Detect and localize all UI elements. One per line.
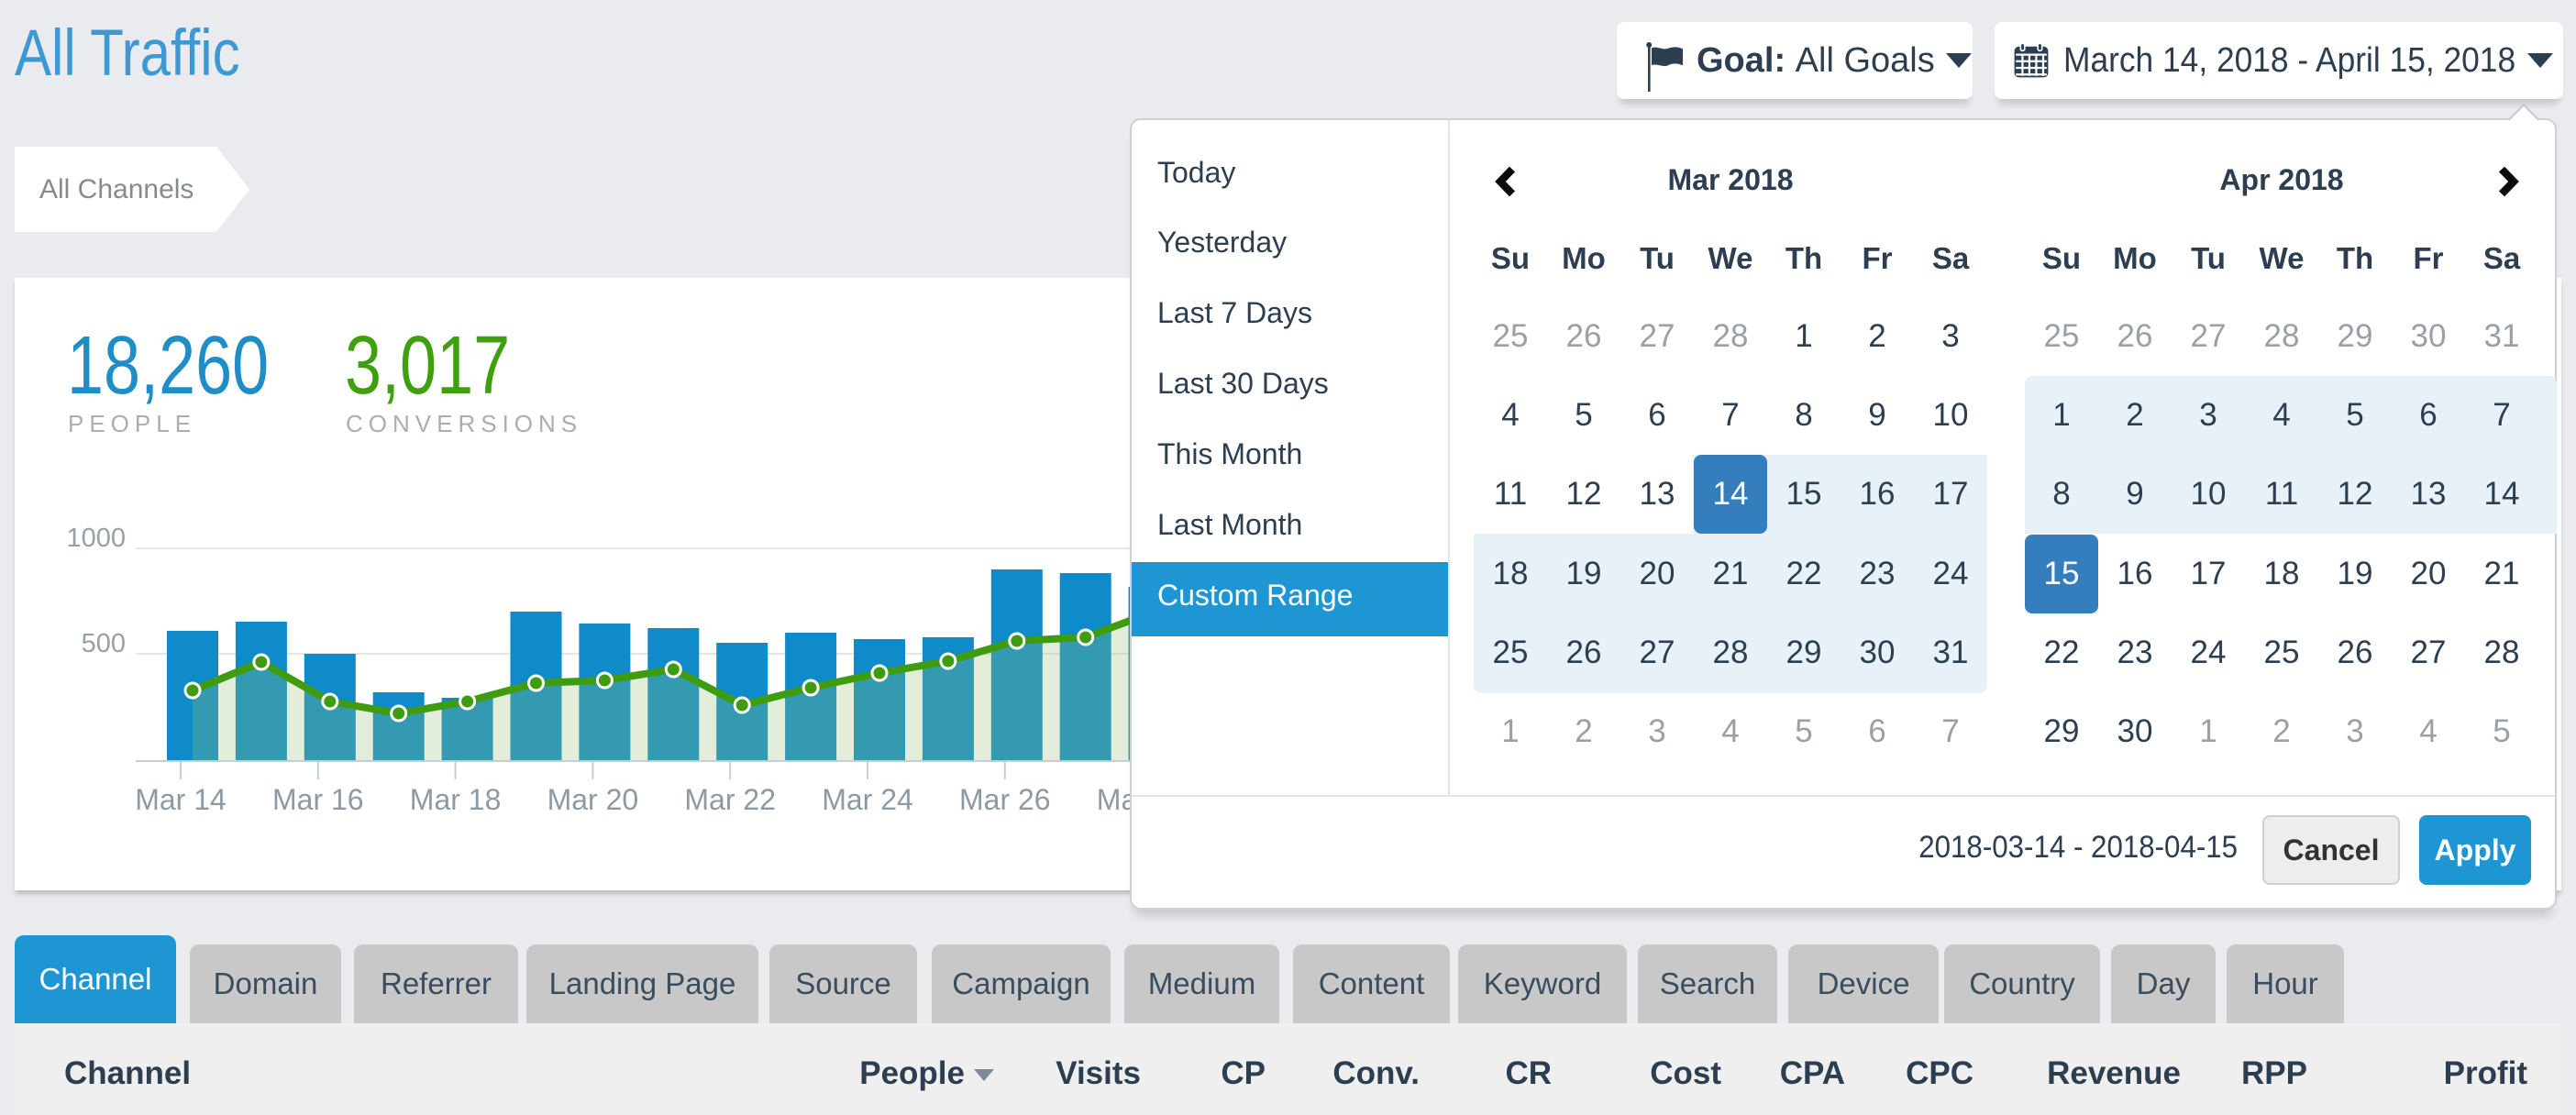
- svg-text:Mar 14: Mar 14: [135, 783, 227, 816]
- svg-text:Mar 24: Mar 24: [822, 783, 913, 816]
- svg-text:500: 500: [82, 629, 126, 658]
- svg-text:Mar 18: Mar 18: [410, 783, 502, 816]
- svg-text:Mar 16: Mar 16: [272, 783, 364, 816]
- svg-text:Mar 22: Mar 22: [684, 783, 776, 816]
- svg-text:1000: 1000: [66, 524, 126, 553]
- svg-text:Mar 26: Mar 26: [959, 783, 1051, 816]
- svg-text:Mar 20: Mar 20: [547, 783, 639, 816]
